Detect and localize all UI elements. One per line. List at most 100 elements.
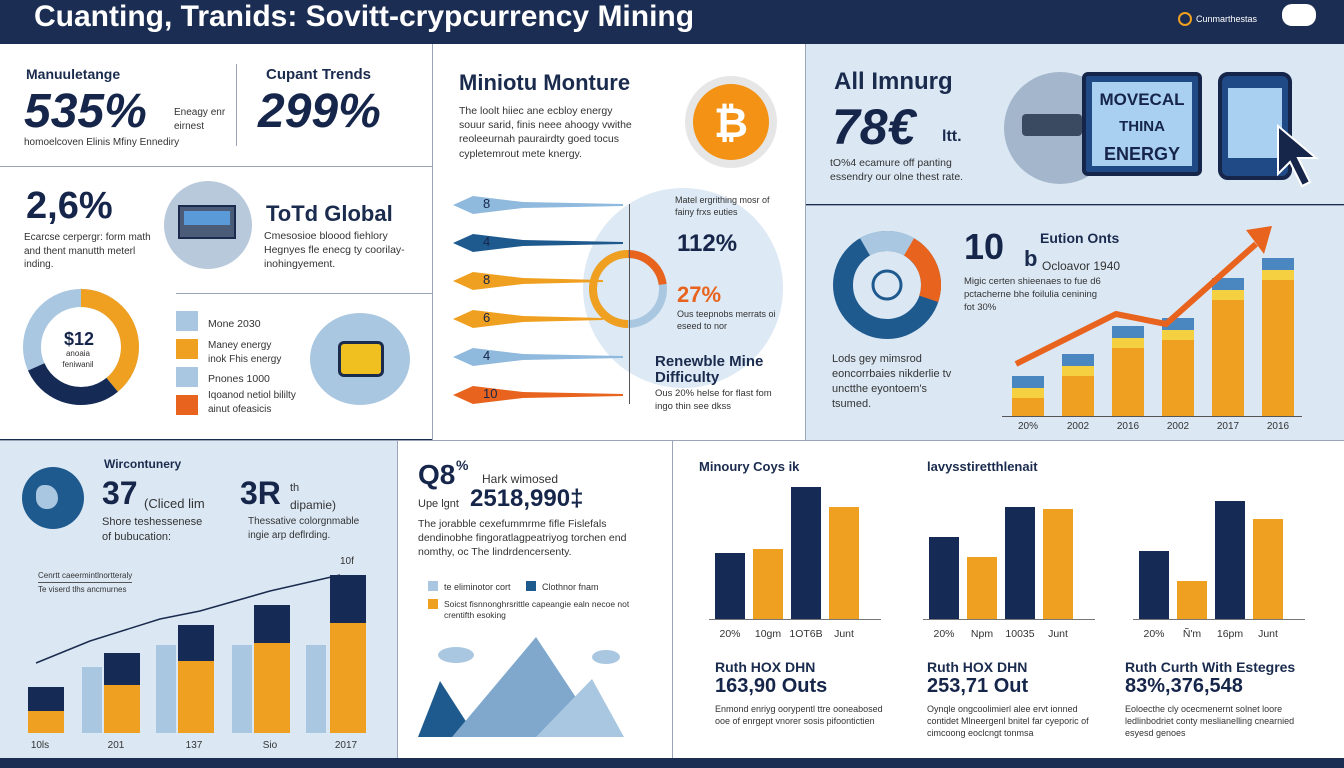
stacked-x-label: 10ls — [30, 740, 50, 751]
stat-27-sub: Ous teepnobs merrats oi eseed to nor — [677, 309, 776, 332]
sign-line-1: MOVECAL — [1099, 90, 1185, 109]
ring-chart — [585, 246, 671, 332]
stacked-bar — [104, 653, 140, 733]
growth-bar-band — [1212, 290, 1244, 300]
stat-3r-sub: dipamie) — [290, 498, 337, 512]
growth-bar-band — [1012, 388, 1044, 398]
legend-label: Mone 2030 — [208, 318, 261, 330]
arrow-shape — [453, 196, 623, 214]
stacked-bar — [156, 645, 176, 733]
chart-legend-a: Cenrtt caeermintlnortteraly — [38, 571, 133, 583]
legend-label: Iqoanod netiol bililty ainut ofeasicis — [208, 390, 296, 415]
chart-bar — [1139, 551, 1169, 619]
globe-icon — [22, 467, 84, 529]
growth-x-label: 2002 — [1066, 421, 1090, 432]
donut-value: $12 — [64, 329, 95, 349]
chart2-desc: Oynqle ongcoolimierl alee ervt ionned co… — [927, 704, 1089, 739]
growth-bar — [1012, 376, 1044, 416]
brand-logo-icon — [1178, 12, 1192, 26]
chart-x-label: 20% — [933, 628, 955, 640]
stacked-bar-top — [330, 575, 366, 623]
legend-label: te eliminotor cort — [444, 582, 511, 592]
stacked-bar — [306, 645, 326, 733]
legend-swatch — [176, 367, 198, 387]
stat-37-sub: (Cliced lim — [144, 496, 205, 511]
stacked-x-label: Sio — [262, 740, 278, 751]
growth-bar — [1062, 354, 1094, 416]
footer-bar — [0, 758, 1344, 768]
divider — [236, 64, 237, 146]
chart3-stat-title: Ruth Curth With Estegres — [1125, 659, 1296, 675]
legend-label: Pnones 1000 — [208, 373, 270, 385]
arrow-shape — [453, 348, 623, 366]
center-desc: The loolt hiiec ane ecbloy energy souur … — [459, 105, 632, 160]
global-title: ToTd Global — [266, 201, 393, 226]
stacked-bar — [82, 667, 102, 733]
legend-swatch — [428, 599, 438, 609]
mid-right-desc: Migic certen shieenaes to fue d6 pctache… — [964, 276, 1101, 313]
energy-sign: MOVECAL THINA ENERGY — [1082, 72, 1202, 176]
chart-bar — [1253, 519, 1283, 619]
legend-label: Soicst fisnnonghrsrittle capeangie ealn … — [444, 599, 630, 621]
legend-label: Maney energy inok Fhis energy — [208, 340, 282, 365]
chart2-title: lavysstiretthlenait — [927, 459, 1038, 474]
chart-bar — [1043, 509, 1073, 619]
arrow-item: 4 — [453, 232, 623, 254]
arrow-label: 6 — [483, 310, 491, 325]
cursor-icon — [1276, 123, 1324, 195]
chart-bar — [1177, 581, 1207, 619]
chart-x-label: 10gm — [754, 628, 782, 640]
chart3-desc: Eoloecthe cly ocecmenernt solnet loore l… — [1125, 704, 1295, 739]
chart-baseline — [709, 619, 881, 620]
growth-x-label: 2016 — [1116, 421, 1140, 432]
growth-bar-band — [1112, 338, 1144, 348]
value2-prefix: Upe lgnt — [418, 498, 459, 510]
arrow-label: 10 — [483, 386, 498, 401]
panel-bottom-right: Minoury Coys ik lavysstiretthlenait Ruth… — [672, 440, 1344, 758]
arrow-label: 4 — [483, 234, 491, 249]
chart-x-label: 10035 — [1005, 628, 1035, 640]
stacked-bar — [178, 625, 214, 733]
growth-x-label: 2016 — [1266, 421, 1290, 432]
growth-bar — [1212, 278, 1244, 416]
helmet-icon — [310, 313, 410, 405]
chart-axis — [1002, 416, 1302, 417]
chart1-stat-value: 163,90 Outs — [715, 675, 828, 697]
chart1-title: Minoury Coys ik — [699, 459, 800, 474]
left-stat-side: Eneagy enr eirnest — [174, 107, 226, 132]
chart-x-label: 20% — [719, 628, 741, 640]
stat-desc: Ecarcse cerpergr: form math and thent ma… — [24, 232, 151, 270]
sign-line-3: ENERGY — [1103, 144, 1181, 164]
panel-top-right: All Imnurg 78€ ltt. tO%4 ecamure off pan… — [806, 44, 1344, 204]
mid-right-desc2: Lods gey mimsrod eoncorrbaies nikderlie … — [832, 353, 952, 410]
chart-x-label: Junt — [834, 628, 854, 640]
chart-x-label: 1OT6B — [789, 628, 823, 640]
growth-bar-cap — [1112, 326, 1144, 338]
arrow-label: 8 — [483, 196, 491, 211]
stat-big-number: 2518,990‡ — [470, 485, 584, 512]
stacked-bar — [232, 645, 252, 733]
arrow-label: 8 — [483, 272, 491, 287]
chart-bar — [791, 487, 821, 619]
panel-left-middle: 2,6% Ecarcse cerpergr: form math and the… — [0, 167, 432, 439]
donut-sub: anoaia feniwanil — [62, 349, 94, 369]
growth-bar — [1162, 318, 1194, 416]
left-stat-value: 535% — [24, 85, 147, 138]
chart-bar — [753, 549, 783, 619]
mountain-chart — [416, 627, 626, 742]
stat-3r-suffix: th — [290, 482, 300, 494]
stat-q8: Q8 — [418, 459, 456, 490]
stacked-bar-top — [104, 653, 140, 685]
chart3-stat-value: 83%,376,548 — [1125, 675, 1243, 697]
center-title: Miniotu Monture — [459, 70, 631, 95]
chart2-stat-value: 253,71 Out — [927, 675, 1029, 697]
page-title: Cuanting, Tranids: Sovitt-crypcurrency M… — [34, 0, 695, 33]
svg-text:₿: ₿ — [714, 99, 748, 146]
top-right-value: 78€ — [832, 99, 916, 155]
mid-right-value-b: b — [1024, 246, 1038, 271]
chart-x-label: Junt — [1258, 628, 1278, 640]
chart-x-label: Ñ'm — [1182, 628, 1202, 640]
chart1-stat-title: Ruth HOX DHN — [715, 659, 816, 675]
stacked-bar-top — [28, 687, 64, 711]
mid-right-title: Eution Onts — [1040, 230, 1120, 246]
